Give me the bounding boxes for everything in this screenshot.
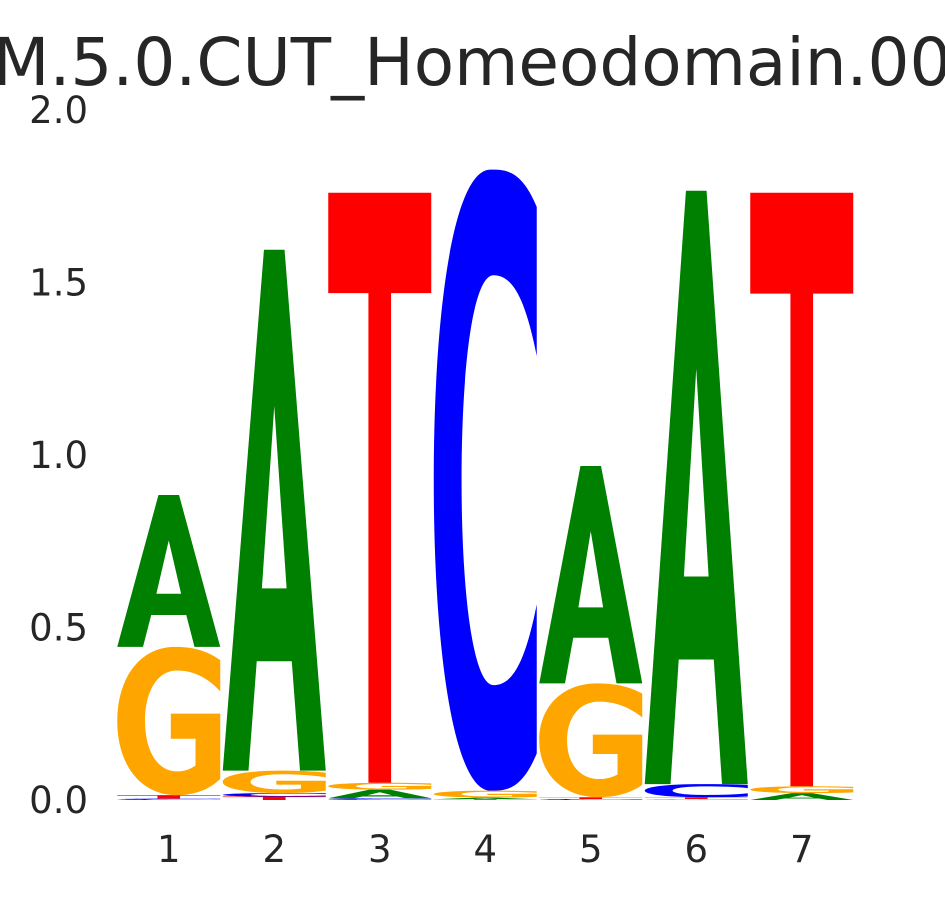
letter-T-pos-5 — [539, 797, 643, 799]
letter-C-pos-4 — [433, 169, 537, 791]
x-axis: 1 2 3 4 5 6 7 — [157, 828, 814, 871]
letter-A-pos-5 — [539, 466, 643, 684]
letter-C-pos-3 — [328, 798, 432, 800]
letter-G-pos-6 — [644, 798, 748, 800]
letter-G-pos-1 — [117, 646, 221, 796]
chart-title: M.5.0.CUT_Homeodomain.00 — [0, 24, 945, 101]
letter-A-pos-1 — [117, 495, 221, 647]
letter-C-pos-5 — [539, 798, 643, 800]
y-tick-label: 0.5 — [29, 607, 88, 650]
x-tick-label: 5 — [579, 828, 603, 871]
y-tick-label: 2.0 — [29, 89, 88, 132]
letter-A-pos-3 — [328, 789, 432, 799]
letter-A-pos-2 — [222, 249, 326, 771]
y-tick-label: 1.5 — [29, 262, 88, 305]
x-tick-label: 7 — [790, 828, 814, 871]
y-axis: 0.0 0.5 1.0 1.5 2.0 — [29, 89, 88, 822]
letter-C-pos-6 — [644, 784, 748, 798]
letter-A-pos-4 — [433, 797, 537, 800]
letter-T-pos-7 — [750, 192, 854, 787]
letter-T-pos-4 — [433, 799, 537, 800]
y-tick-label: 1.0 — [29, 434, 88, 477]
letter-T-pos-3 — [328, 192, 432, 783]
x-tick-label: 4 — [473, 828, 497, 871]
letter-C-pos-1 — [117, 798, 221, 800]
letter-T-pos-1 — [117, 795, 221, 799]
letter-G-pos-7 — [750, 786, 854, 794]
letter-A-pos-7 — [750, 793, 854, 800]
letter-T-pos-2 — [222, 796, 326, 800]
letter-A-pos-6 — [644, 190, 748, 785]
x-tick-label: 2 — [262, 828, 286, 871]
letter-T-pos-6 — [644, 797, 748, 799]
x-tick-label: 1 — [157, 828, 181, 871]
letter-stacks — [117, 169, 854, 800]
letter-G-pos-4 — [433, 790, 537, 798]
letter-G-pos-5 — [539, 683, 643, 798]
letter-C-pos-2 — [222, 793, 326, 797]
x-tick-label: 3 — [368, 828, 392, 871]
y-tick-label: 0.0 — [29, 779, 88, 822]
letter-G-pos-3 — [328, 782, 432, 790]
letter-G-pos-2 — [222, 770, 326, 794]
x-tick-label: 6 — [684, 828, 708, 871]
